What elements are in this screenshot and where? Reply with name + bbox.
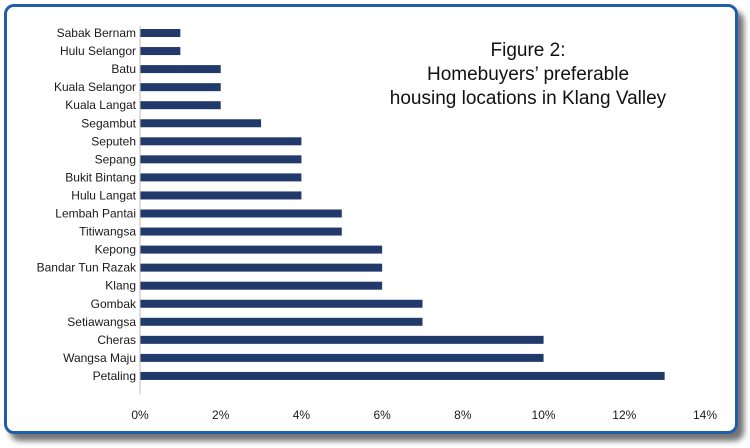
bar-segambut (140, 119, 262, 128)
bar-sabak-bernam (140, 29, 181, 37)
category-label: Sabak Bernam (57, 26, 136, 40)
x-tick-label: 0% (131, 408, 149, 422)
chart-frame (4, 4, 738, 434)
category-label: Petaling (93, 369, 136, 383)
category-label: Hulu Selangor (60, 44, 136, 58)
category-label: Cheras (97, 333, 136, 347)
category-label: Gombak (91, 297, 137, 311)
bar-sepang (140, 155, 302, 164)
category-label: Seputeh (91, 134, 136, 148)
bar-titiwangsa (140, 227, 342, 236)
x-tick-label: 10% (532, 408, 556, 422)
x-axis-ticks: 0% 2% 4% 6% 8% 10% 12% 14% (131, 408, 717, 422)
bar-kuala-langat (140, 101, 221, 110)
category-label: Kuala Selangor (54, 80, 136, 94)
chart-title-line-1: Figure 2: (491, 40, 566, 61)
category-label: Sepang (95, 152, 136, 166)
category-label: Titiwangsa (79, 225, 136, 239)
bar-hulu-selangor (140, 47, 181, 56)
chart-title-line-3: housing locations in Klang Valley (390, 88, 667, 109)
x-tick-label: 14% (693, 408, 717, 422)
x-tick-label: 6% (373, 408, 391, 422)
category-labels: Sabak Bernam Hulu Selangor Batu Kuala Selan… (37, 26, 137, 383)
category-label: Segambut (81, 116, 136, 130)
bar-wangsa-maju (140, 353, 544, 362)
category-label: Hulu Langat (71, 188, 136, 202)
bar-batu (140, 65, 221, 74)
x-tick-label: 2% (212, 408, 230, 422)
category-label: Kuala Langat (65, 98, 136, 112)
category-label: Setiawangsa (67, 315, 136, 329)
category-label: Batu (111, 62, 136, 76)
bars-group (140, 29, 665, 380)
category-label: Wangsa Maju (63, 351, 136, 365)
bar-klang (140, 281, 383, 290)
x-tick-label: 8% (454, 408, 472, 422)
bar-gombak (140, 299, 423, 308)
bar-hulu-langat (140, 191, 302, 200)
bar-lembah-pantai (140, 209, 342, 218)
bar-petaling (140, 371, 665, 380)
bar-kuala-selangor (140, 83, 221, 92)
x-tick-label: 12% (612, 408, 636, 422)
bar-bukit-bintang (140, 173, 302, 182)
category-label: Klang (105, 279, 136, 293)
category-label: Kepong (95, 243, 136, 257)
chart-title-line-2: Homebuyers’ preferable (427, 64, 629, 85)
bar-setiawangsa (140, 317, 423, 326)
category-label: Bandar Tun Razak (37, 261, 137, 275)
bar-bandar-tun-razak (140, 263, 383, 272)
category-label: Bukit Bintang (65, 170, 136, 184)
x-tick-label: 4% (293, 408, 311, 422)
category-label: Lembah Pantai (55, 207, 136, 221)
bar-cheras (140, 335, 544, 344)
bar-seputeh (140, 137, 302, 146)
bar-kepong (140, 245, 383, 254)
